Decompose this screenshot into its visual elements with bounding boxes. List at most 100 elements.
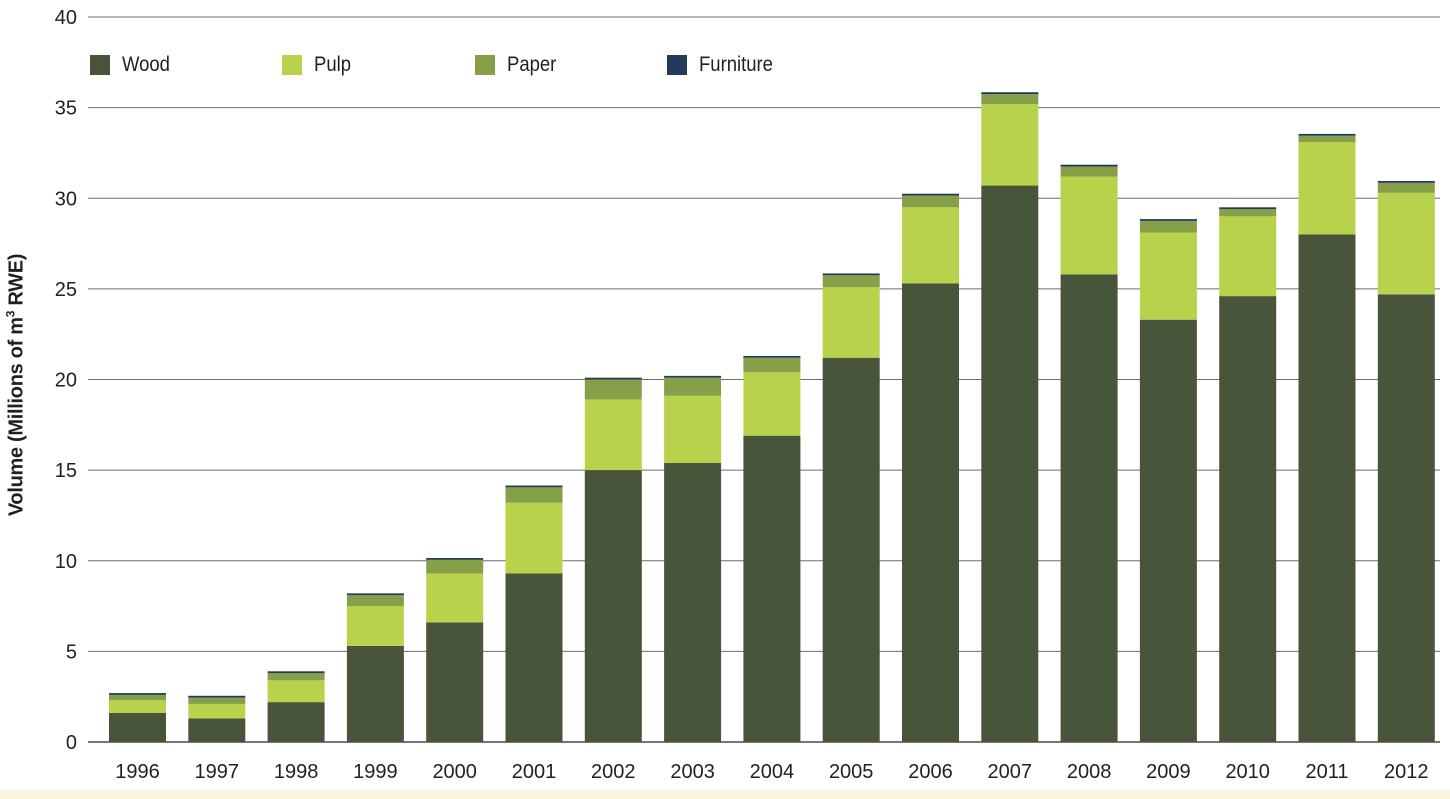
bar-segment-pulp	[1219, 216, 1277, 297]
y-tick-label: 25	[55, 279, 77, 301]
bar-segment-wood	[822, 357, 880, 742]
bar-segment-pulp	[664, 395, 722, 463]
legend-label: Paper	[507, 53, 557, 76]
bar-segment-furniture	[188, 695, 246, 698]
bar-segment-furniture	[743, 355, 801, 358]
x-tick-label: 2009	[1146, 761, 1191, 783]
y-tick-label: 15	[55, 460, 77, 482]
bar-segment-pulp	[902, 207, 959, 284]
legend-swatch	[667, 55, 687, 75]
y-tick-label: 40	[55, 7, 77, 29]
bar-segment-furniture	[584, 377, 642, 380]
bar-segment-wood	[1377, 294, 1435, 742]
bar-segment-paper	[1377, 182, 1435, 193]
bar-segment-furniture	[346, 593, 404, 596]
bar-segment-furniture	[267, 671, 325, 674]
bar-segment-furniture	[1139, 219, 1197, 221]
bar-segment-furniture	[981, 92, 1039, 95]
bar-segment-wood	[1219, 296, 1277, 742]
bar-segment-pulp	[981, 104, 1039, 186]
bar-segment-paper	[505, 487, 563, 503]
bar-segment-furniture	[1219, 207, 1277, 210]
bar-segment-furniture	[1377, 181, 1435, 183]
bar-segment-pulp	[426, 573, 484, 623]
y-tick-label: 0	[66, 732, 77, 754]
bar-segment-pulp	[109, 700, 166, 713]
bar-segment-pulp	[1139, 232, 1197, 320]
legend-label: Pulp	[314, 53, 351, 76]
bar-segment-pulp	[505, 502, 563, 574]
bar-segment-wood	[584, 470, 642, 742]
legend-item-furniture: Furniture	[667, 52, 783, 78]
bar-segment-furniture	[1060, 164, 1118, 167]
x-tick-label: 1996	[115, 761, 160, 783]
bar-segment-wood	[664, 462, 722, 742]
bar-segment-pulp	[822, 287, 880, 358]
bar-segment-paper	[109, 694, 166, 701]
bar-segment-paper	[981, 94, 1039, 104]
legend-swatch	[90, 55, 110, 75]
bar-segment-paper	[1298, 135, 1356, 143]
bar-segment-paper	[267, 673, 325, 681]
bar-segment-wood	[346, 645, 404, 742]
y-tick-label: 5	[66, 641, 77, 663]
x-tick-label: 2005	[829, 761, 874, 783]
x-tick-label: 2001	[512, 761, 557, 783]
y-axis-title-prefix: Volume (Millions of m	[5, 317, 28, 517]
y-axis-title-suffix: RWE)	[5, 253, 28, 311]
bar-segment-paper	[346, 595, 404, 607]
x-tick-label: 1997	[195, 761, 240, 783]
y-tick-label: 10	[55, 551, 77, 573]
bar-segment-paper	[743, 357, 801, 373]
x-tick-label: 2007	[988, 761, 1033, 783]
bar-segment-pulp	[584, 399, 642, 471]
bar-segment-wood	[426, 622, 484, 742]
bar-segment-wood	[981, 185, 1039, 742]
x-tick-label: 2008	[1067, 761, 1112, 783]
bar-segment-pulp	[1298, 142, 1356, 235]
y-tick-label: 35	[55, 98, 77, 120]
bar-segment-furniture	[664, 375, 722, 378]
bar-segment-furniture	[1298, 133, 1356, 136]
x-tick-label: 2003	[670, 761, 715, 783]
bar-segment-paper	[822, 275, 880, 288]
y-axis-title-superscript: 3	[3, 310, 18, 318]
bar-segment-paper	[1060, 166, 1118, 177]
bottom-strip	[0, 790, 1450, 799]
bar-segment-pulp	[188, 703, 246, 719]
y-axis-title: Volume (Millions of m3 RWE)	[4, 254, 29, 516]
legend-item-wood: Wood	[90, 52, 176, 78]
bar-segment-furniture	[902, 193, 959, 196]
bar-segment-wood	[743, 435, 801, 742]
y-tick-label: 20	[55, 370, 77, 392]
x-tick-label: 2012	[1384, 761, 1429, 783]
bar-segment-pulp	[346, 606, 404, 646]
y-tick-label: 30	[55, 188, 77, 210]
legend-swatch	[475, 55, 495, 75]
bar-segment-wood	[267, 702, 325, 742]
bar-segment-wood	[505, 573, 563, 742]
x-tick-label: 2002	[591, 761, 636, 783]
bar-segment-paper	[426, 559, 484, 574]
bar-segment-wood	[1060, 274, 1118, 742]
bar-segment-wood	[188, 718, 246, 742]
bar-segment-paper	[902, 195, 959, 208]
x-tick-label: 2006	[908, 761, 953, 783]
x-tick-label: 2010	[1225, 761, 1270, 783]
bar-segment-wood	[109, 713, 166, 742]
x-tick-label: 2011	[1305, 761, 1348, 783]
x-tick-label: 2004	[750, 761, 795, 783]
bar-segment-paper	[664, 377, 722, 396]
bar-segment-paper	[1139, 220, 1197, 233]
bar-segment-wood	[902, 283, 959, 742]
bar-segment-pulp	[1060, 176, 1118, 275]
bar-segment-paper	[188, 697, 246, 704]
bar-segment-pulp	[1377, 192, 1435, 295]
legend-item-pulp: Pulp	[282, 52, 356, 78]
legend-item-paper: Paper	[475, 52, 563, 78]
bar-segment-paper	[584, 379, 642, 400]
legend-label: Furniture	[699, 53, 773, 76]
bar-segment-furniture	[505, 485, 563, 488]
